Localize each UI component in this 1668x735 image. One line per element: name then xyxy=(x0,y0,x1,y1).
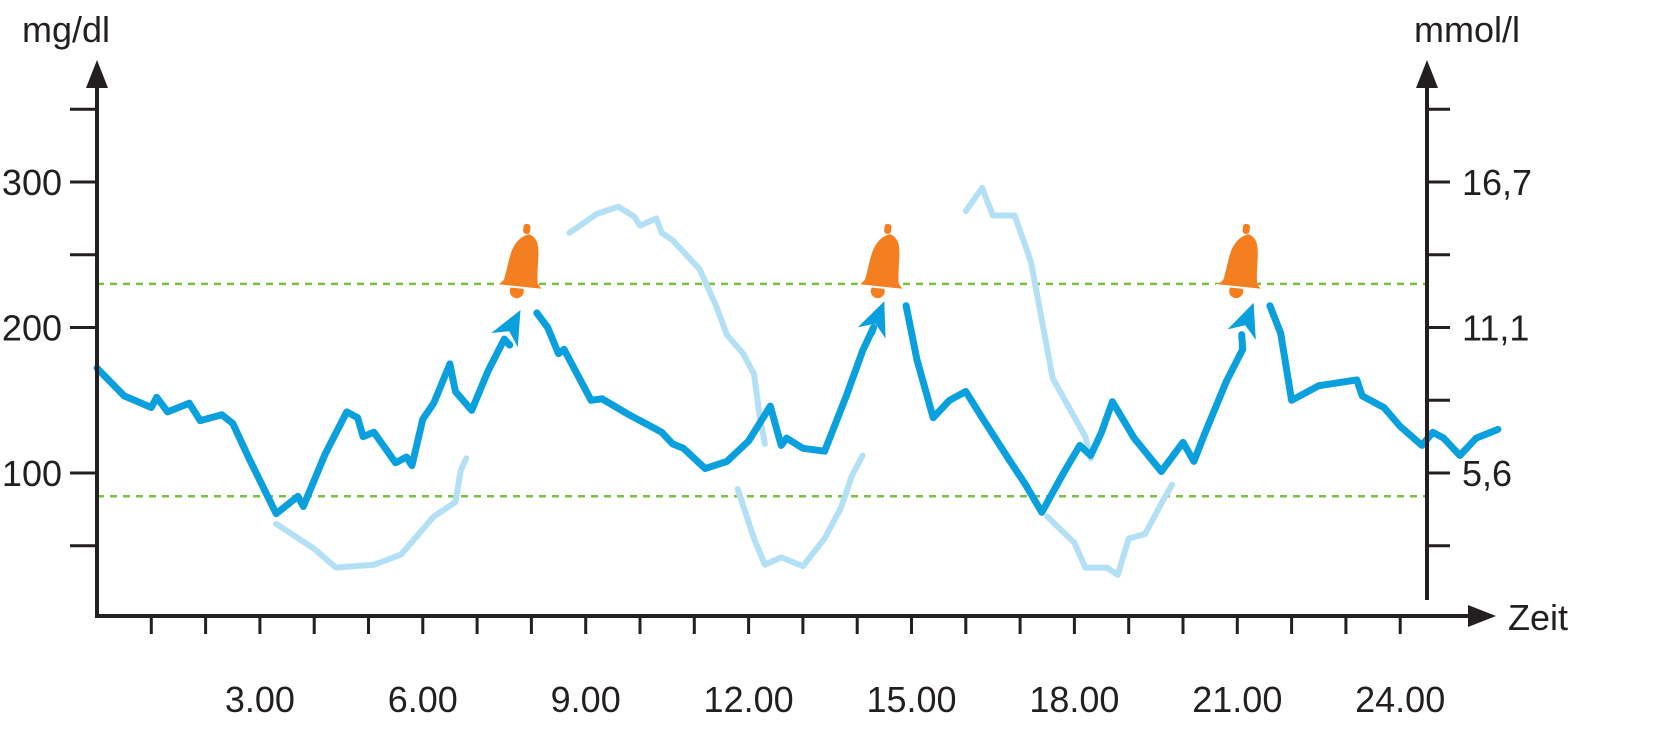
alarm-bell-icon xyxy=(855,220,913,302)
alarm-markers xyxy=(494,220,1272,302)
ghost-series-segment-3 xyxy=(962,184,1094,462)
x-axis-title: Zeit xyxy=(1508,597,1568,638)
rise-arrow-shaft-1 xyxy=(868,324,877,337)
main-series-segment-1 xyxy=(533,309,877,473)
alarm-bell-shape xyxy=(1213,220,1272,302)
ghost-series-segment-0 xyxy=(273,455,470,571)
rise-arrow-shaft-0 xyxy=(501,336,514,349)
left-axis-title: mg/dl xyxy=(22,9,110,50)
tick-layer xyxy=(70,107,1450,634)
main-series-segment-2 xyxy=(902,302,1247,516)
right-tick-label: 5,6 xyxy=(1462,453,1512,494)
right-tick-label: 11,1 xyxy=(1462,308,1529,349)
alarm-bell-icon xyxy=(1213,220,1272,302)
ghost-series xyxy=(273,184,1176,578)
right-axis-title: mmol/l xyxy=(1414,9,1520,50)
ghost-series-segment-2 xyxy=(734,452,866,570)
alarm-bell-shape xyxy=(855,220,913,302)
ghost-series-segment-1 xyxy=(566,203,768,447)
x-tick-label: 6.00 xyxy=(388,679,458,720)
left-tick-label: 200 xyxy=(2,308,62,349)
left-tick-label: 100 xyxy=(2,453,62,494)
alarm-bell-icon xyxy=(494,220,552,302)
alarm-bell-shape xyxy=(494,220,552,302)
left-tick-label: 300 xyxy=(2,162,62,203)
x-axis-arrow-icon xyxy=(1468,605,1496,627)
main-series-segment-0 xyxy=(93,335,514,518)
main-series-segment-3 xyxy=(1266,302,1502,459)
tick-label-layer: 3.00 6.00 9.00 12.00 15.00 18.00 21.00 24.00 300… xyxy=(2,162,1532,720)
thresholds xyxy=(97,282,1427,498)
x-tick-label: 15.00 xyxy=(866,679,956,720)
rise-arrow-head-icon xyxy=(1227,302,1256,340)
rise-arrow-head-icon xyxy=(857,301,886,339)
x-tick-label: 18.00 xyxy=(1029,679,1119,720)
axes xyxy=(86,60,1496,627)
rise-arrow-shaft-2 xyxy=(1238,331,1247,353)
x-tick-label: 3.00 xyxy=(225,679,295,720)
ghost-series-segment-4 xyxy=(1044,481,1176,578)
x-tick-label: 24.00 xyxy=(1355,679,1445,720)
x-tick-label: 21.00 xyxy=(1192,679,1282,720)
rise-arrow-head-icon xyxy=(491,310,521,348)
left-axis-arrow-icon xyxy=(86,60,108,88)
rise-arrows xyxy=(491,301,1256,353)
right-tick-label: 16,7 xyxy=(1462,162,1532,203)
right-axis-arrow-icon xyxy=(1416,60,1438,88)
x-tick-label: 12.00 xyxy=(704,679,794,720)
x-tick-label: 9.00 xyxy=(551,679,621,720)
main-series xyxy=(93,302,1502,518)
